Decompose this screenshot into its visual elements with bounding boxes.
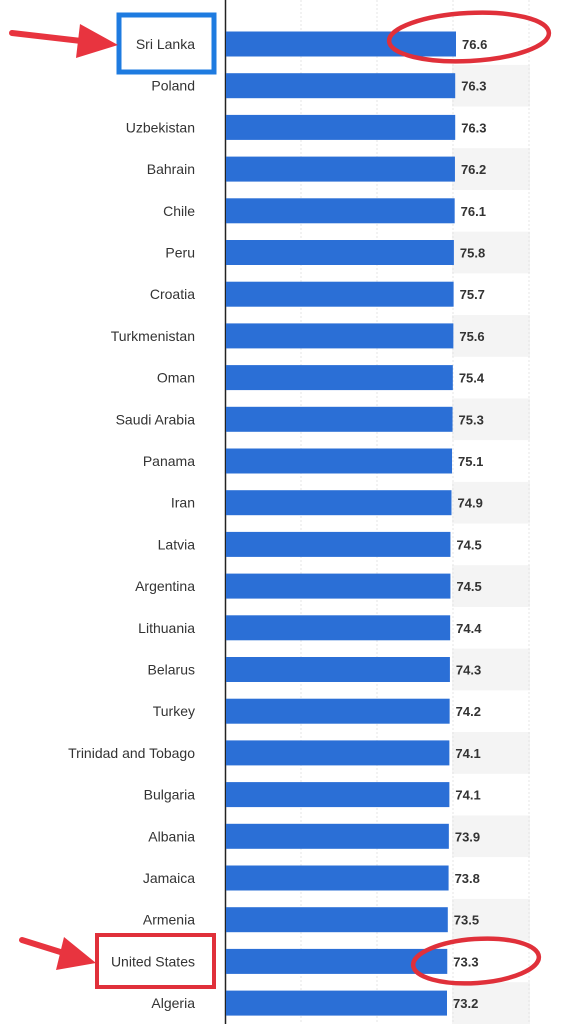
row-background xyxy=(452,64,530,107)
value-label: 73.5 xyxy=(454,913,479,928)
value-label: 75.1 xyxy=(458,454,483,469)
value-label: 76.2 xyxy=(461,162,486,177)
highlight-box-sri-lanka xyxy=(116,12,217,75)
bar xyxy=(226,365,453,391)
value-label: 74.9 xyxy=(458,496,483,511)
category-label: Turkey xyxy=(153,703,195,719)
value-label: 76.3 xyxy=(461,120,486,135)
category-label: Latvia xyxy=(158,536,196,552)
row-background xyxy=(452,982,530,1024)
highlight-ellipse-united-states xyxy=(410,936,542,986)
category-label: Oman xyxy=(157,370,195,386)
row-backgrounds xyxy=(452,64,530,1024)
category-label: Iran xyxy=(171,495,195,511)
category-label: Peru xyxy=(165,245,195,261)
bar xyxy=(226,198,455,224)
value-label: 75.3 xyxy=(459,412,484,427)
category-label: Trinidad and Tobago xyxy=(68,745,195,761)
bar xyxy=(226,990,447,1016)
bars xyxy=(226,31,456,1016)
bar xyxy=(226,740,450,766)
row-background xyxy=(452,898,530,941)
value-label: 74.5 xyxy=(456,579,481,594)
bar xyxy=(226,240,454,265)
value-label: 76.3 xyxy=(461,79,486,94)
category-label: Armenia xyxy=(143,912,195,928)
bar xyxy=(226,531,451,557)
category-label: Argentina xyxy=(135,578,195,594)
category-label: Poland xyxy=(151,78,195,94)
value-label: 74.1 xyxy=(455,788,480,803)
bar xyxy=(226,73,456,99)
bar xyxy=(226,615,451,641)
bar xyxy=(226,281,454,307)
category-label: Lithuania xyxy=(138,620,195,636)
category-label: Croatia xyxy=(150,286,195,302)
value-label: 75.6 xyxy=(459,329,484,344)
value-label: 73.8 xyxy=(455,871,480,886)
category-label: Jamaica xyxy=(143,870,195,886)
bar xyxy=(226,31,456,57)
value-labels: 76.6 76.3 76.3 76.2 76.1 75.8 75.7 75.6 75.4 75.3… xyxy=(453,37,487,1011)
bar xyxy=(226,865,449,891)
row-background xyxy=(452,732,530,774)
category-label: Algeria xyxy=(151,995,195,1011)
category-label: Sri Lanka xyxy=(136,36,195,52)
bar xyxy=(226,156,455,182)
value-label: 75.8 xyxy=(460,246,485,261)
value-label: 75.7 xyxy=(460,287,485,302)
category-label: Panama xyxy=(143,453,195,469)
category-label: Albania xyxy=(148,828,195,844)
value-label: 74.3 xyxy=(456,663,481,678)
row-background xyxy=(452,815,530,858)
category-label: Bahrain xyxy=(147,161,195,177)
row-background xyxy=(452,648,530,691)
value-label: 74.2 xyxy=(456,704,481,719)
bar xyxy=(226,948,448,974)
bar xyxy=(226,448,453,474)
value-label: 74.5 xyxy=(456,537,481,552)
bar xyxy=(226,573,451,599)
value-label: 73.9 xyxy=(455,829,480,844)
bar xyxy=(226,907,448,933)
category-label: Saudi Arabia xyxy=(116,411,196,427)
row-background xyxy=(452,231,530,274)
value-label: 73.2 xyxy=(453,996,478,1011)
bar xyxy=(226,782,450,808)
value-label: 75.4 xyxy=(459,371,485,386)
bar xyxy=(226,657,450,682)
highlight-ellipse-sri-lanka xyxy=(386,10,552,64)
highlight-box-united-states xyxy=(95,933,216,989)
bar xyxy=(226,490,452,516)
row-background xyxy=(452,148,530,190)
bar xyxy=(226,114,456,140)
row-background xyxy=(452,481,530,524)
bar xyxy=(226,406,453,432)
value-label: 76.6 xyxy=(462,37,487,52)
bar xyxy=(226,323,454,349)
value-label: 76.1 xyxy=(461,204,486,219)
bar xyxy=(226,698,450,724)
category-labels: Sri Lanka Poland Uzbekistan Bahrain Chile Per… xyxy=(68,36,195,1011)
category-label: United States xyxy=(111,953,195,969)
row-background xyxy=(452,398,530,441)
bar xyxy=(226,823,449,849)
value-label: 74.1 xyxy=(455,746,480,761)
category-label: Chile xyxy=(163,203,195,219)
category-label: Bulgaria xyxy=(144,787,196,803)
category-label: Belarus xyxy=(148,662,195,678)
arrow-sri-lanka xyxy=(9,24,118,58)
value-label: 74.4 xyxy=(456,621,482,636)
category-label: Uzbekistan xyxy=(126,119,195,135)
row-background xyxy=(452,315,530,357)
arrow-united-states xyxy=(19,937,96,970)
value-label: 73.3 xyxy=(453,954,478,969)
category-label: Turkmenistan xyxy=(111,328,195,344)
row-background xyxy=(452,565,530,607)
